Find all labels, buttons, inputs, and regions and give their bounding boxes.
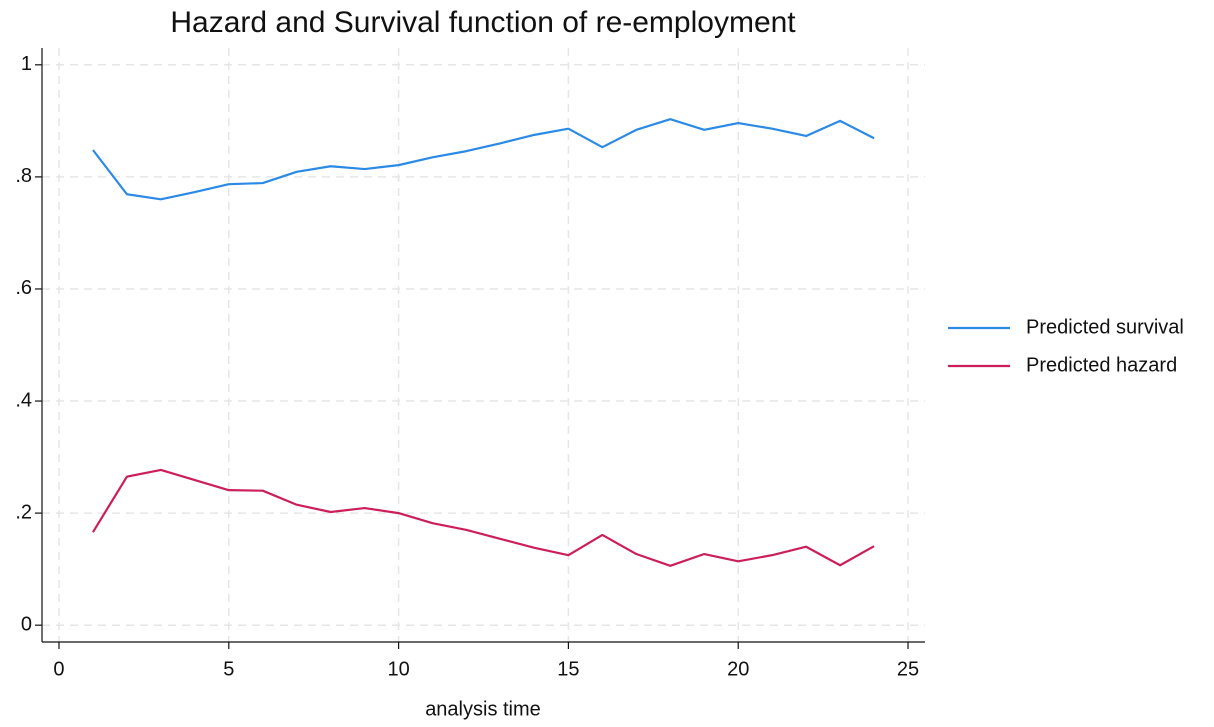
series-line: [92, 468, 875, 567]
x-tick-label: 15: [557, 658, 579, 680]
y-tick-label: 0: [21, 613, 32, 635]
legend-label: Predicted hazard: [1026, 354, 1177, 376]
x-tick-label: 25: [897, 658, 919, 680]
y-tick-label: 1: [21, 53, 32, 75]
y-tick-label: .4: [15, 389, 32, 411]
y-tick-label: .2: [15, 501, 32, 523]
series-line: [92, 118, 875, 201]
x-tick-label: 5: [223, 658, 234, 680]
y-tick-label: .6: [15, 277, 32, 299]
legend-label: Predicted survival: [1026, 316, 1184, 338]
x-tick-label: 20: [727, 658, 749, 680]
x-axis-label: analysis time: [425, 698, 541, 720]
y-tick-label: .8: [15, 165, 32, 187]
x-tick-label: 0: [53, 658, 64, 680]
x-tick-label: 10: [387, 658, 409, 680]
chart-title: Hazard and Survival function of re-emplo…: [170, 6, 796, 39]
